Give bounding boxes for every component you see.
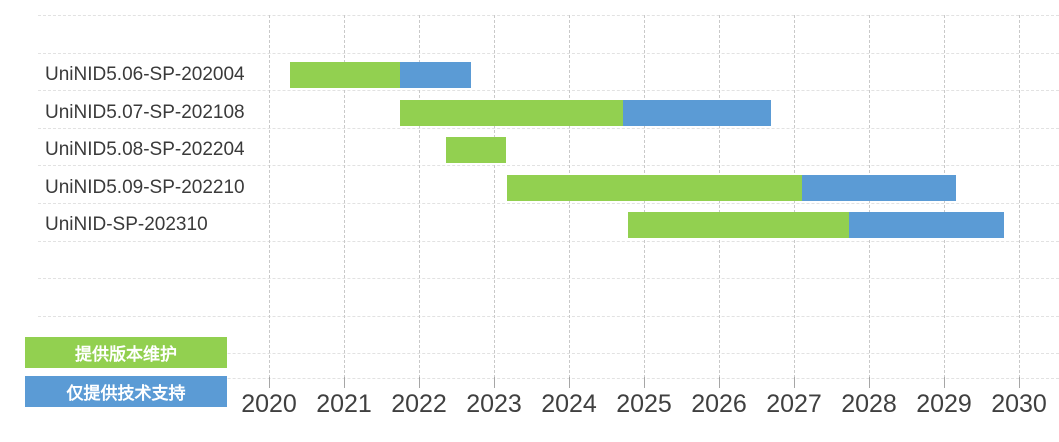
x-axis-year-label: 2029	[916, 390, 972, 418]
x-axis-year-label: 2030	[991, 390, 1047, 418]
x-axis-tick	[869, 377, 870, 388]
x-axis-year-label: 2028	[841, 390, 897, 418]
x-axis-year-label: 2025	[616, 390, 672, 418]
x-axis-year-label: 2023	[466, 390, 522, 418]
support-bar-segment	[848, 212, 1004, 239]
x-axis-year-label: 2027	[766, 390, 822, 418]
x-axis-year-label: 2022	[391, 390, 447, 418]
x-axis-tick	[1019, 377, 1020, 388]
category-label: UniNID5.07-SP-202108	[45, 101, 245, 123]
x-axis-year-label: 2021	[316, 390, 372, 418]
grid-hline	[38, 278, 1059, 280]
grid-hline	[38, 127, 1059, 129]
x-axis-tick	[644, 377, 645, 388]
maintenance-bar-segment	[628, 212, 849, 239]
legend-item-support-label: 仅提供技术支持	[66, 384, 186, 403]
legend-item-maintenance-label: 提供版本维护	[75, 345, 177, 364]
maintenance-bar-segment	[400, 99, 623, 126]
category-label: UniNID5.09-SP-202210	[45, 176, 245, 198]
x-axis-tick	[719, 377, 720, 388]
x-axis-tick	[494, 377, 495, 388]
support-bar-segment	[802, 174, 956, 201]
maintenance-bar-segment	[290, 62, 401, 88]
grid-hline	[38, 15, 1059, 16]
x-axis-tick	[944, 377, 945, 388]
grid-hline	[38, 52, 1059, 54]
support-bar-segment	[400, 62, 471, 88]
category-label: UniNID5.08-SP-202204	[45, 139, 245, 161]
maintenance-bar-segment	[506, 174, 803, 201]
legend-item-support: 仅提供技术支持	[25, 376, 227, 407]
x-axis-tick	[794, 377, 795, 388]
x-axis-tick	[419, 377, 420, 388]
x-axis-tick	[569, 377, 570, 388]
grid-hline	[38, 165, 1059, 167]
category-label: UniNID-SP-202310	[45, 214, 208, 236]
chart-legend: 提供版本维护 仅提供技术支持	[25, 337, 227, 415]
x-axis-line	[38, 378, 1059, 379]
grid-hline	[38, 353, 1059, 355]
x-axis-tick	[269, 377, 270, 388]
x-axis-year-label: 2026	[691, 390, 747, 418]
grid-vline	[344, 15, 345, 378]
grid-vline	[494, 15, 495, 378]
grid-vline	[269, 15, 270, 378]
grid-hline	[38, 90, 1059, 92]
grid-vline	[419, 15, 420, 378]
grid-hline	[38, 315, 1059, 317]
grid-hline	[38, 240, 1059, 242]
maintenance-bar-segment	[446, 137, 506, 164]
x-axis-year-label: 2024	[541, 390, 597, 418]
x-axis-year-label: 2020	[241, 390, 297, 418]
grid-vline	[1019, 15, 1020, 378]
grid-hline	[38, 203, 1059, 204]
support-bar-segment	[623, 99, 771, 126]
legend-item-maintenance: 提供版本维护	[25, 337, 227, 368]
category-label: UniNID5.06-SP-202004	[45, 64, 245, 85]
x-axis-tick	[344, 377, 345, 388]
